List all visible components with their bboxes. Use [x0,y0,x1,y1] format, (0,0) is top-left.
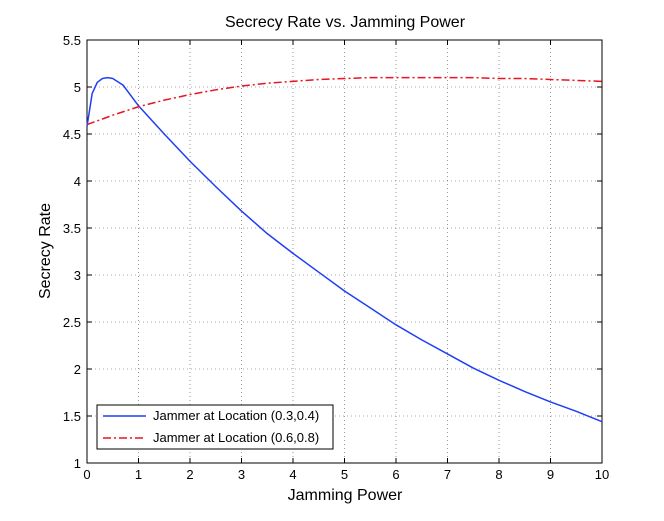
x-tick-label: 0 [83,467,90,482]
x-tick-label: 2 [186,467,193,482]
series [86,76,603,423]
legend-label-series-1: Jammer at Location (0.3,0.4) [153,408,319,423]
x-tick-label: 10 [595,467,609,482]
y-tick-label: 2 [74,362,81,377]
x-tick-label: 4 [289,467,296,482]
x-tick-label: 3 [238,467,245,482]
x-tick-label: 8 [495,467,502,482]
y-tick-label: 1.5 [63,409,81,424]
y-tick-label: 5.5 [63,33,81,48]
y-tick-label: 1 [74,456,81,471]
legend: Jammer at Location (0.3,0.4) Jammer at L… [96,404,334,450]
y-tick-label: 3 [74,268,81,283]
x-tick-label: 6 [392,467,399,482]
grid [87,40,602,463]
y-tick-label: 2.5 [63,315,81,330]
x-tick-label: 1 [135,467,142,482]
y-tick-label: 5 [74,80,81,95]
y-axis-label: Secrecy Rate [37,203,54,299]
y-tick-label: 4.5 [63,127,81,142]
y-tick-label: 3.5 [63,221,81,236]
x-axis-label: Jamming Power [288,487,403,504]
chart-title: Secrecy Rate vs. Jamming Power [225,14,466,31]
x-tick-label: 5 [341,467,348,482]
series-line-1 [86,76,603,423]
x-tick-label: 9 [547,467,554,482]
legend-label-series-2: Jammer at Location (0.6,0.8) [153,430,319,445]
legend-box [96,404,334,450]
series-line-2 [86,76,603,126]
x-tick-label: 7 [444,467,451,482]
plot-frame [86,39,603,464]
y-tick-label: 4 [74,174,81,189]
